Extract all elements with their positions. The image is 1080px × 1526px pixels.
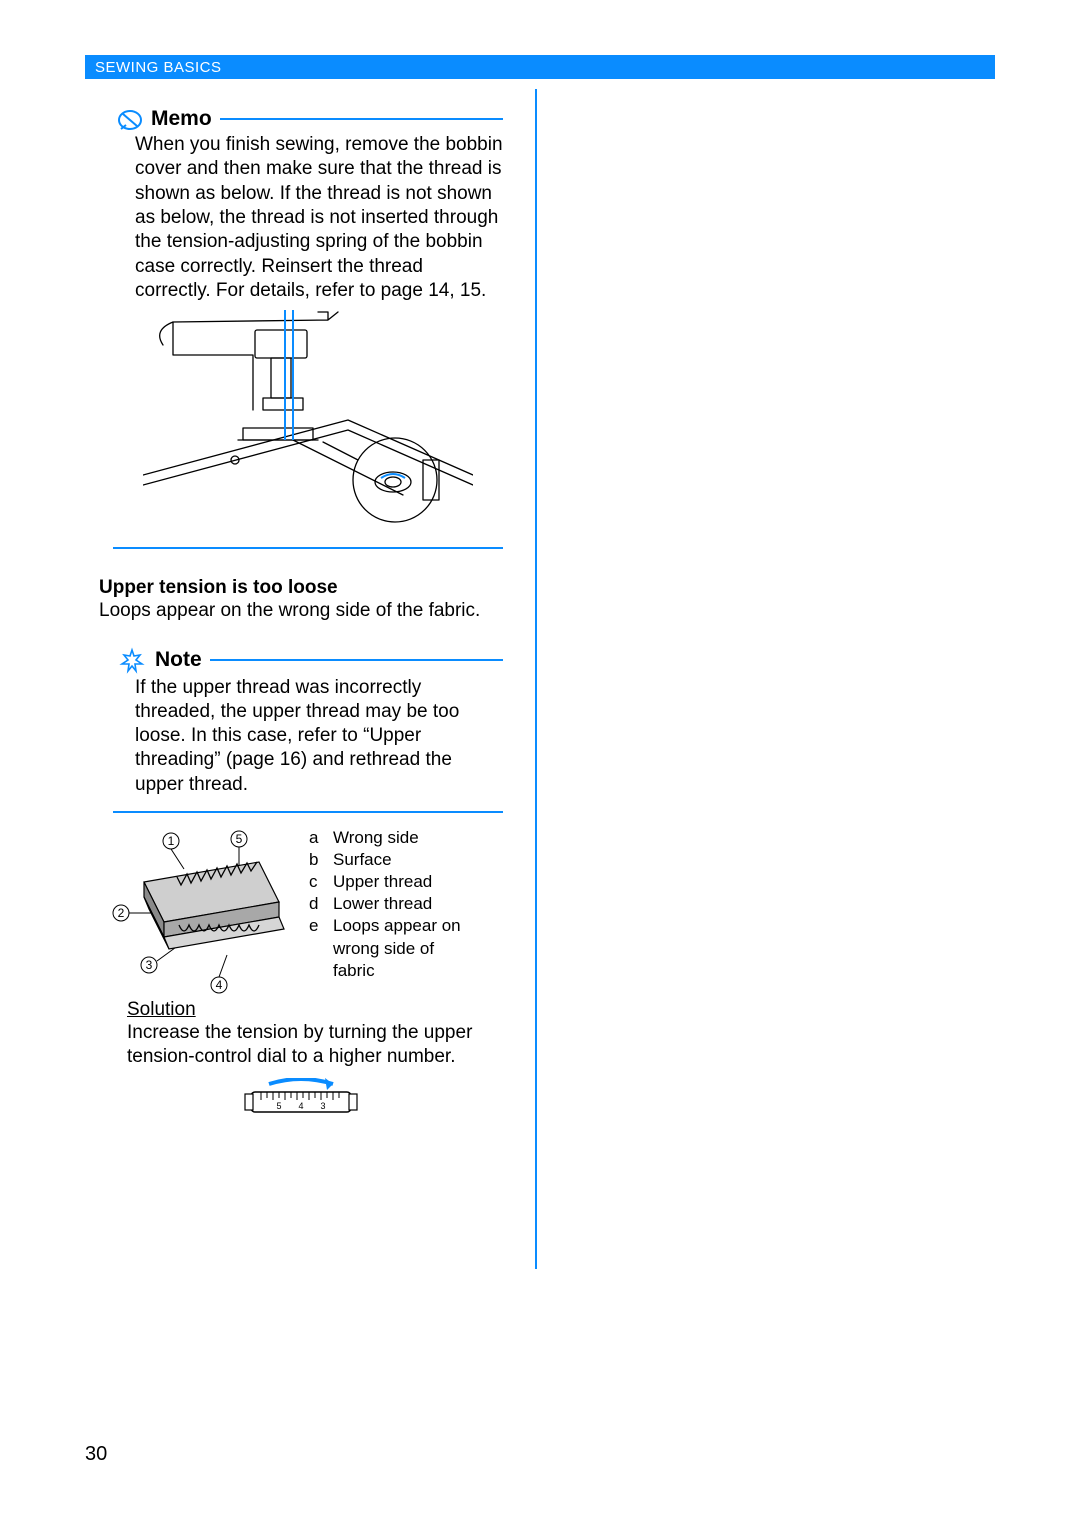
callout-2: 2 [118,906,125,920]
solution-body: Increase the tension by turning the uppe… [127,1021,503,1070]
legend-item-e: eLoops appear onwrong side offabric [309,915,461,981]
page-number: 30 [85,1443,107,1466]
callout-3: 3 [146,958,153,972]
legend-item-c: cUpper thread [309,871,461,893]
note-top-rule [210,659,503,661]
figure-machine [113,307,503,537]
figure-fabric: 1 5 2 3 4 [109,827,289,997]
upper-tension-heading: Upper tension is too loose [99,577,503,599]
upper-tension-description: Loops appear on the wrong side of the fa… [99,599,503,623]
solution-label: Solution [127,999,503,1021]
memo-icon [117,107,143,131]
legend-item-b: bSurface [309,849,461,871]
dial-num-3: 3 [320,1101,325,1111]
legend-list: aWrong side bSurface cUpper thread dLowe… [309,827,461,982]
fabric-legend-row: 1 5 2 3 4 [99,827,503,997]
two-column-layout: Memo When you finish sewing, remove the … [85,79,995,1269]
dial-num-5: 5 [276,1101,281,1111]
section-header-bar: SEWING BASICS [85,55,995,79]
callout-4: 4 [216,978,223,992]
dial-num-4: 4 [298,1101,303,1111]
note-bottom-rule [113,811,503,813]
note-icon [117,646,147,674]
page: SEWING BASICS Memo When you finis [85,55,995,1269]
callout-1: 1 [168,834,175,848]
figure-tension-dial: 5 4 3 [231,1078,371,1120]
note-header: Note [117,646,503,674]
legend-item-a: aWrong side [309,827,461,849]
memo-title: Memo [151,107,212,131]
memo-callout: Memo When you finish sewing, remove the … [99,107,503,549]
memo-top-rule [220,118,503,120]
note-title: Note [155,648,202,672]
callout-5: 5 [236,832,243,846]
memo-header: Memo [117,107,503,131]
note-callout: Note If the upper thread was incorrectly… [99,646,503,814]
legend-item-e-label: Loops appear onwrong side offabric [333,915,461,981]
left-column: Memo When you finish sewing, remove the … [85,79,535,1269]
memo-bottom-rule [113,547,503,549]
memo-body: When you finish sewing, remove the bobbi… [135,133,503,303]
section-header-text: SEWING BASICS [95,59,222,76]
legend-item-d: dLower thread [309,893,461,915]
right-column [537,79,995,1269]
note-body: If the upper thread was incorrectly thre… [135,676,503,798]
